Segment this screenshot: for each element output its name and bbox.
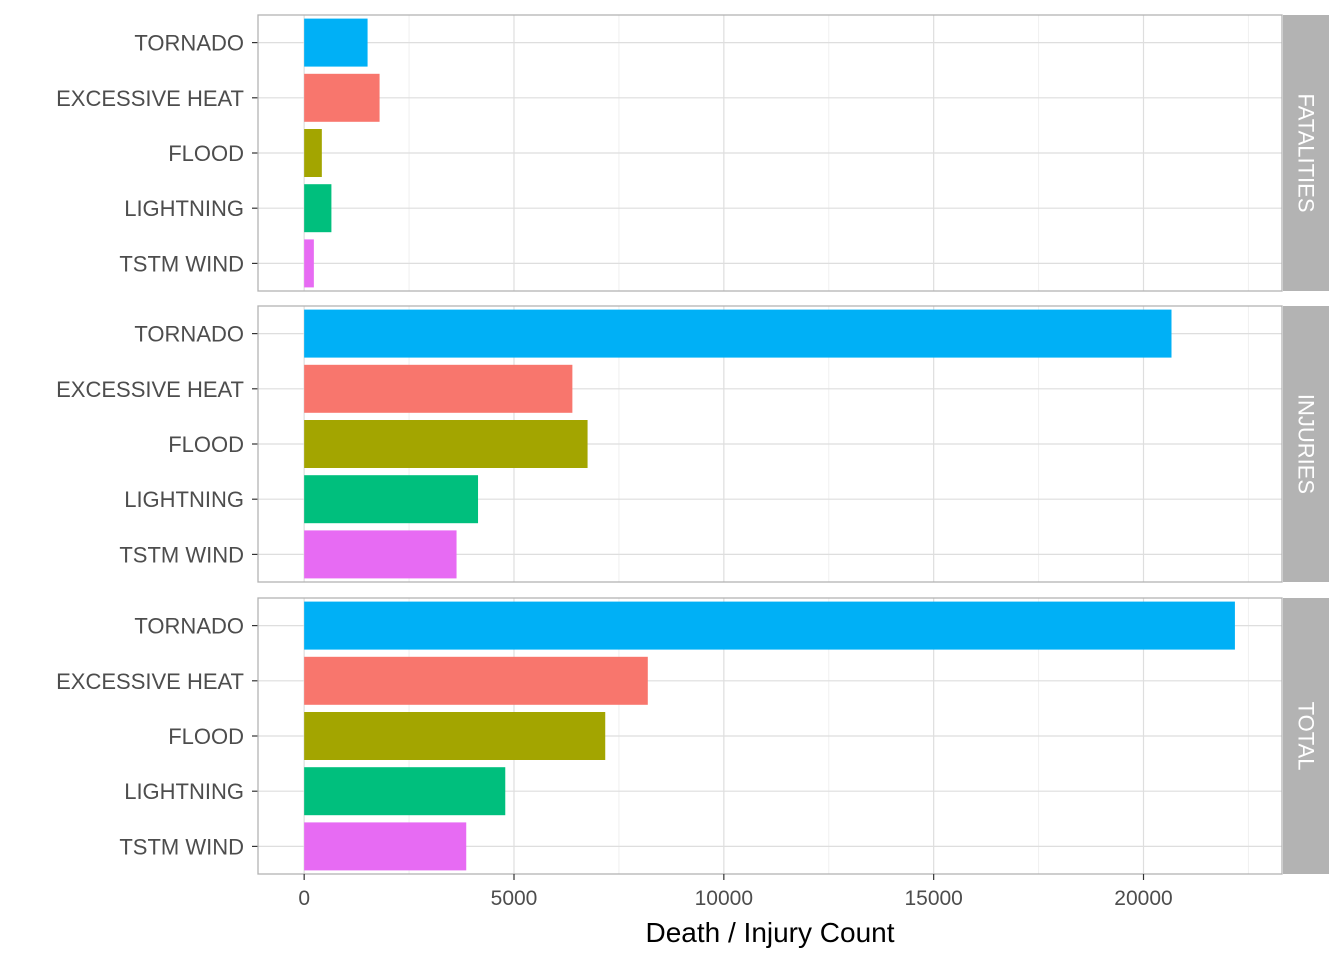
panel-border-total [257,597,1283,875]
bar-total-flood [304,712,606,760]
bar-injuries-tstm-wind [304,530,457,579]
bar-total-lightning [304,767,506,816]
bar-total-tstm-wind [304,822,467,871]
category-label: FLOOD [168,141,244,166]
category-label: TSTM WIND [119,542,244,567]
x-tick-label: 10000 [695,887,753,910]
facet-strip-label: INJURIES [1294,394,1319,494]
bar-injuries-excessive-heat [304,364,573,413]
bar-injuries-tornado [304,309,1172,358]
category-label: TORNADO [134,31,244,56]
bar-fatalities-excessive-heat [304,73,380,122]
facet-strip-total [1283,598,1329,874]
category-label: FLOOD [168,432,244,457]
x-tick-label: 20000 [1114,887,1172,910]
category-label: TORNADO [134,614,244,639]
facet-strip-injuries [1283,306,1329,582]
x-tick-label: 15000 [904,887,962,910]
facet-strip-label: FATALITIES [1294,94,1319,213]
bar-injuries-flood [304,420,588,468]
bar-injuries-lightning [304,475,479,524]
bar-fatalities-flood [304,129,322,177]
bar-total-tornado [304,601,1235,650]
panel-border-fatalities [257,14,1283,292]
category-label: TSTM WIND [119,834,244,859]
x-tick-label: 0 [298,887,310,910]
category-label: LIGHTNING [124,487,244,512]
bar-fatalities-lightning [304,184,332,233]
facet-strip-fatalities [1283,15,1329,291]
category-label: EXCESSIVE HEAT [56,86,244,111]
category-label: TSTM WIND [119,251,244,276]
category-label: LIGHTNING [124,779,244,804]
bar-total-excessive-heat [304,656,648,705]
category-label: EXCESSIVE HEAT [56,377,244,402]
bar-fatalities-tstm-wind [304,239,314,288]
bar-fatalities-tornado [304,18,368,67]
category-label: EXCESSIVE HEAT [56,669,244,694]
category-label: LIGHTNING [124,196,244,221]
x-axis-title: Death / Injury Count [645,917,894,948]
category-label: TORNADO [134,322,244,347]
x-tick-label: 5000 [491,887,538,910]
panel-border-injuries [257,305,1283,583]
facet-strip-label: TOTAL [1294,702,1319,771]
category-label: FLOOD [168,724,244,749]
